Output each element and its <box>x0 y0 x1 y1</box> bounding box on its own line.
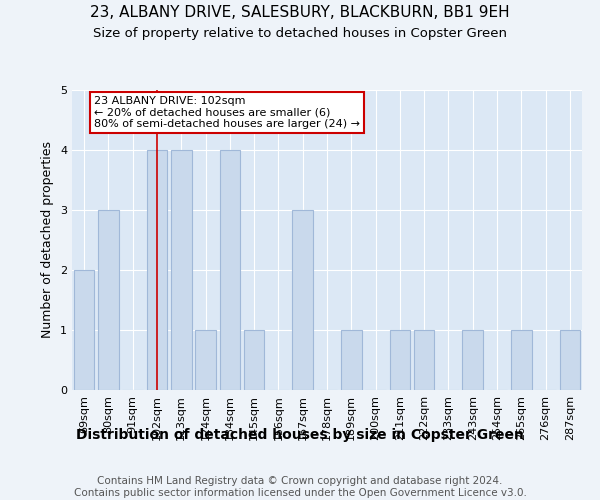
Bar <box>220 150 240 390</box>
Bar <box>341 330 362 390</box>
Bar <box>244 330 265 390</box>
Text: Contains HM Land Registry data © Crown copyright and database right 2024.
Contai: Contains HM Land Registry data © Crown c… <box>74 476 526 498</box>
Bar <box>292 210 313 390</box>
Bar <box>74 270 94 390</box>
Bar <box>414 330 434 390</box>
Text: Size of property relative to detached houses in Copster Green: Size of property relative to detached ho… <box>93 28 507 40</box>
Bar <box>560 330 580 390</box>
Bar <box>98 210 119 390</box>
Y-axis label: Number of detached properties: Number of detached properties <box>41 142 55 338</box>
Bar <box>171 150 191 390</box>
Bar <box>389 330 410 390</box>
Text: Distribution of detached houses by size in Copster Green: Distribution of detached houses by size … <box>76 428 524 442</box>
Bar <box>146 150 167 390</box>
Text: 23, ALBANY DRIVE, SALESBURY, BLACKBURN, BB1 9EH: 23, ALBANY DRIVE, SALESBURY, BLACKBURN, … <box>90 5 510 20</box>
Bar <box>195 330 216 390</box>
Bar <box>463 330 483 390</box>
Text: 23 ALBANY DRIVE: 102sqm
← 20% of detached houses are smaller (6)
80% of semi-det: 23 ALBANY DRIVE: 102sqm ← 20% of detache… <box>94 96 360 129</box>
Bar <box>511 330 532 390</box>
